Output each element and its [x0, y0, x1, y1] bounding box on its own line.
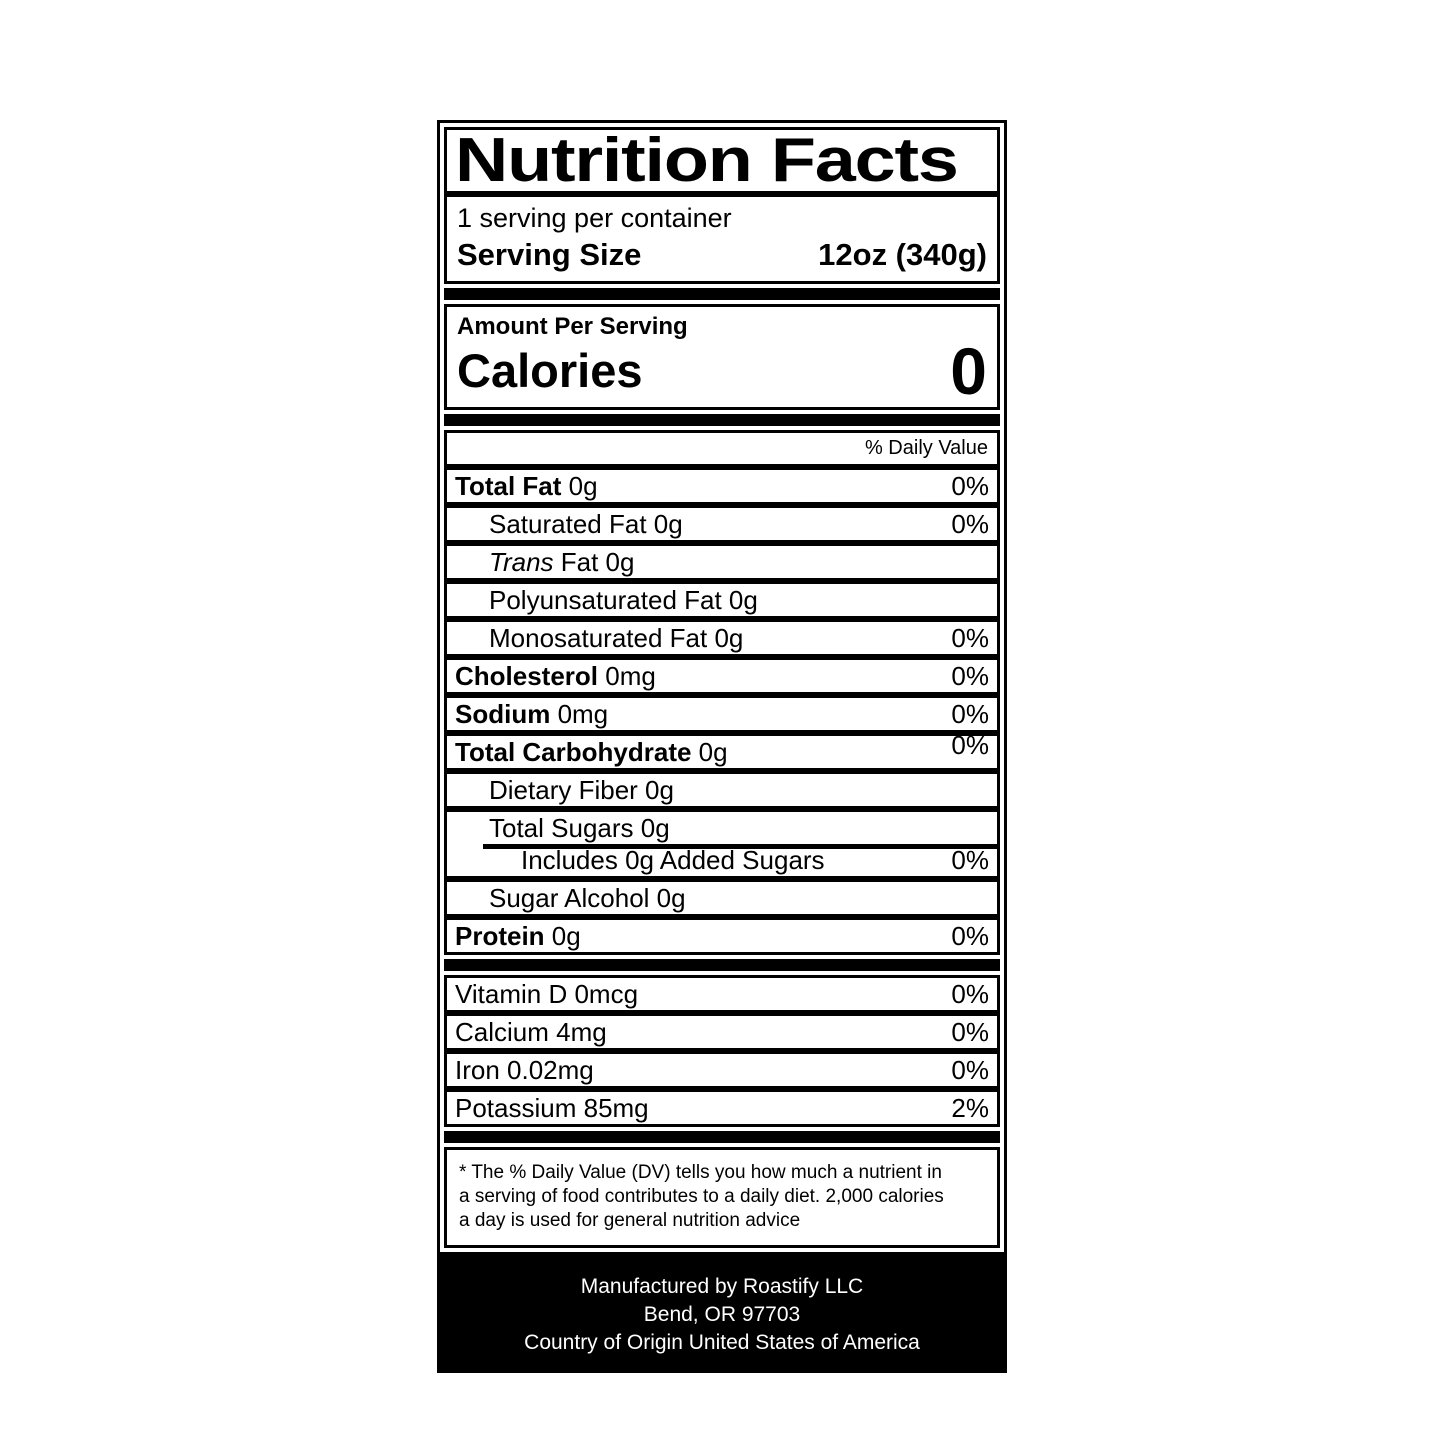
thick-separator	[444, 414, 1000, 426]
label-title: Nutrition Facts	[455, 127, 959, 194]
row-added-sugars: Includes 0g Added Sugars 0%	[444, 844, 1000, 879]
row-iron: Iron 0.02mg 0%	[444, 1051, 1000, 1089]
nutrient-name: Total Carbohydrate 0g	[455, 737, 728, 767]
nutrient-percent: 0%	[951, 699, 989, 729]
calories-value: 0	[950, 334, 987, 408]
nutrient-name: Includes 0g Added Sugars	[521, 845, 825, 875]
footnote-line: * The % Daily Value (DV) tells you how m…	[459, 1162, 942, 1183]
footer-line: Manufactured by Roastify LLC	[580, 1275, 864, 1298]
nutrient-name: Polyunsaturated Fat 0g	[489, 585, 758, 615]
serving-section: 1 serving per container Serving Size 12o…	[444, 194, 1000, 284]
thick-separator	[444, 1131, 1000, 1143]
row-total-sugars: Total Sugars 0g	[444, 809, 1000, 844]
nutrient-name: Protein 0g	[455, 921, 581, 951]
row-dietary-fiber: Dietary Fiber 0g	[444, 771, 1000, 809]
nutrient-name: Total Sugars 0g	[489, 813, 670, 843]
serving-size-label: Serving Size	[457, 237, 642, 272]
footer-line: Bend, OR 97703	[643, 1303, 801, 1326]
nutrient-name: Iron 0.02mg	[455, 1055, 594, 1085]
nutrient-name: Vitamin D 0mcg	[455, 979, 639, 1009]
nutrient-percent: 0%	[951, 509, 989, 539]
row-vitamin-d: Vitamin D 0mcg 0%	[444, 975, 1000, 1013]
daily-value-footnote: * The % Daily Value (DV) tells you how m…	[444, 1147, 1000, 1248]
amount-per-serving-label: Amount Per Serving	[457, 313, 688, 340]
nutrient-name: Total Fat 0g	[455, 471, 598, 501]
nutrient-name: Calcium 4mg	[455, 1017, 607, 1047]
thick-separator	[444, 288, 1000, 300]
nutrient-percent: 0%	[951, 921, 989, 951]
calories-row: Calories 0	[457, 334, 987, 408]
serving-size-row: Serving Size 12oz (340g)	[457, 235, 987, 275]
title-box: Nutrition Facts	[444, 127, 1000, 194]
nutrient-percent: 0%	[951, 1017, 989, 1047]
nutrition-facts-label: Nutrition Facts 1 serving per container …	[437, 120, 1007, 1373]
nutrient-name: Dietary Fiber 0g	[489, 775, 674, 805]
footnote-line: a day is used for general nutrition advi…	[459, 1210, 801, 1231]
calories-section: Amount Per Serving Calories 0	[444, 304, 1000, 410]
row-potassium: Potassium 85mg 2%	[444, 1089, 1000, 1127]
serving-size-value: 12oz (340g)	[818, 237, 987, 272]
row-saturated-fat: Saturated Fat 0g 0%	[444, 505, 1000, 543]
nutrient-percent: 0%	[951, 730, 989, 760]
servings-per-container: 1 serving per container	[457, 203, 732, 233]
nutrient-percent: 0%	[951, 845, 989, 875]
calories-label: Calories	[457, 344, 643, 397]
nutrient-name: Cholesterol 0mg	[455, 661, 656, 691]
thick-separator	[444, 959, 1000, 971]
manufacturer-footer: Manufactured by Roastify LLC Bend, OR 97…	[440, 1252, 1004, 1370]
nutrient-percent: 0%	[951, 623, 989, 653]
row-sugar-alcohol: Sugar Alcohol 0g	[444, 879, 1000, 917]
row-total-carbohydrate: Total Carbohydrate 0g 0%	[444, 730, 1000, 771]
footer-line: Country of Origin United States of Ameri…	[524, 1331, 920, 1354]
nutrient-name: Potassium 85mg	[455, 1093, 649, 1123]
nutrient-percent: 0%	[951, 471, 989, 501]
nutrient-percent: 0%	[951, 1055, 989, 1085]
nutrient-name: Sugar Alcohol 0g	[489, 883, 686, 913]
nutrient-name: Saturated Fat 0g	[489, 509, 683, 539]
nutrient-percent: 2%	[951, 1093, 989, 1123]
nutrient-name: Trans Fat 0g	[489, 547, 635, 577]
row-sodium: Sodium 0mg 0%	[444, 695, 1000, 733]
row-cholesterol: Cholesterol 0mg 0%	[444, 657, 1000, 695]
row-total-fat: Total Fat 0g 0%	[444, 467, 1000, 505]
daily-value-header: % Daily Value	[864, 437, 988, 459]
footnote-line: a serving of food contributes to a daily…	[459, 1186, 944, 1207]
row-trans-fat: Trans Fat 0g	[444, 543, 1000, 581]
row-protein: Protein 0g 0%	[444, 917, 1000, 955]
nutrient-percent: 0%	[951, 979, 989, 1009]
nutrient-name: Sodium 0mg	[455, 699, 609, 729]
nutrient-name: Monosaturated Fat 0g	[489, 623, 744, 653]
row-monosaturated-fat: Monosaturated Fat 0g 0%	[444, 619, 1000, 657]
nutrient-percent: 0%	[951, 661, 989, 691]
row-calcium: Calcium 4mg 0%	[444, 1013, 1000, 1051]
row-polyunsaturated-fat: Polyunsaturated Fat 0g	[444, 581, 1000, 619]
daily-value-header-row: % Daily Value	[444, 430, 1000, 467]
